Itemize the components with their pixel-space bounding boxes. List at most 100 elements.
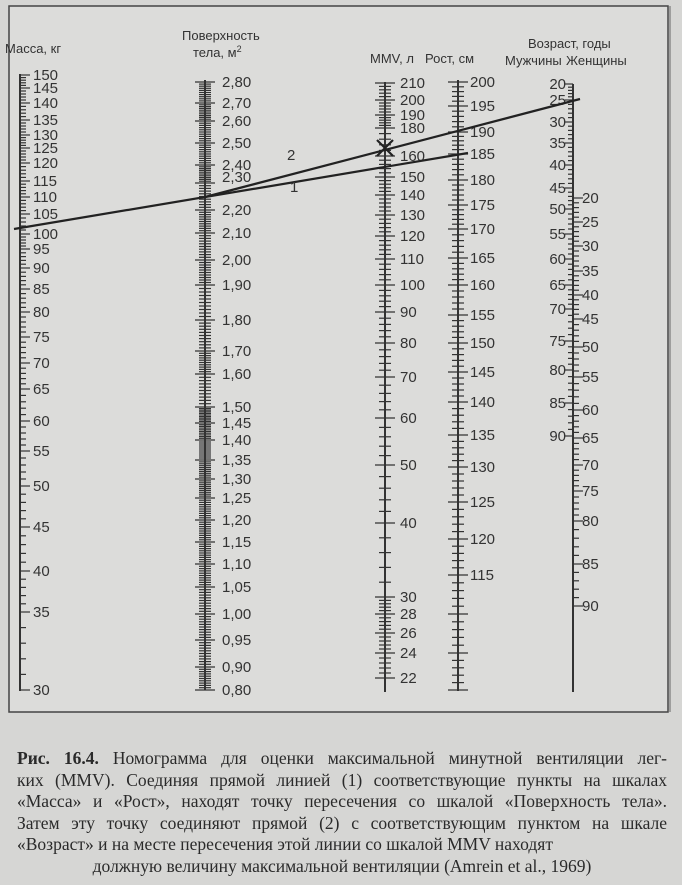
age-women-tick-label: 50 <box>582 339 599 356</box>
surface-tick-label: 2,60 <box>222 113 251 130</box>
mass-tick-label: 30 <box>33 682 50 699</box>
surface-tick-label: 2,10 <box>222 225 251 242</box>
caption-line-1: Рис. 16.4. Номограмма для оценки максима… <box>17 748 667 770</box>
surface-tick-label: 2,30 <box>222 169 251 186</box>
surface-tick-label: 2,20 <box>222 202 251 219</box>
age-men-tick-label: 20 <box>549 76 566 93</box>
surface-tick-label: 1,05 <box>222 579 251 596</box>
age-women-tick-label: 20 <box>582 190 599 207</box>
age-women-tick-label: 75 <box>582 483 599 500</box>
height-tick-label: 190 <box>470 124 495 141</box>
age-women-tick-label: 60 <box>582 402 599 419</box>
age-women-title: Женщины <box>566 53 627 68</box>
height-tick-label: 125 <box>470 494 495 511</box>
age-scale-title: Возраст, годы <box>528 36 611 51</box>
mass-tick-label: 80 <box>33 304 50 321</box>
figure-frame <box>8 5 669 713</box>
age-men-tick-label: 65 <box>549 277 566 294</box>
surface-tick-label: 2,70 <box>222 95 251 112</box>
mmv-tick-label: 26 <box>400 625 417 642</box>
surface-tick-label: 2,50 <box>222 135 251 152</box>
mass-tick-label: 125 <box>33 140 58 157</box>
example-line-1-label: 1 <box>290 179 298 196</box>
surface-tick-label: 1,80 <box>222 312 251 329</box>
age-men-tick-label: 30 <box>549 114 566 131</box>
mass-tick-label: 130 <box>33 127 58 144</box>
surface-tick-label: 1,35 <box>222 452 251 469</box>
surface-tick-label: 1,25 <box>222 490 251 507</box>
mass-tick-label: 45 <box>33 519 50 536</box>
mass-tick-label: 60 <box>33 413 50 430</box>
mass-tick-label: 40 <box>33 563 50 580</box>
surface-unit-superscript: 2 <box>237 44 242 54</box>
height-tick-label: 145 <box>470 364 495 381</box>
mmv-scale-title: MMV, л <box>370 51 414 66</box>
mass-tick-label: 65 <box>33 381 50 398</box>
height-tick-label: 160 <box>470 277 495 294</box>
mmv-tick-label: 90 <box>400 304 417 321</box>
height-scale-title: Рост, см <box>425 51 474 66</box>
mass-tick-label: 135 <box>33 112 58 129</box>
mass-tick-label: 70 <box>33 355 50 372</box>
height-tick-label: 115 <box>470 567 494 584</box>
mass-tick-label: 120 <box>33 155 58 172</box>
example-line-2-label: 2 <box>287 147 295 164</box>
age-men-tick-label: 80 <box>549 362 566 379</box>
mmv-tick-label: 60 <box>400 410 417 427</box>
height-tick-label: 150 <box>470 335 495 352</box>
mass-tick-label: 50 <box>33 478 50 495</box>
age-men-tick-label: 40 <box>549 157 566 174</box>
height-tick-label: 140 <box>470 394 495 411</box>
mass-tick-label: 100 <box>33 226 58 243</box>
height-tick-label: 120 <box>470 531 495 548</box>
mass-tick-label: 150 <box>33 67 58 84</box>
height-tick-label: 165 <box>470 250 495 267</box>
figure-caption: Рис. 16.4. Номограмма для оценки максима… <box>17 748 667 877</box>
surface-tick-label: 0,90 <box>222 659 251 676</box>
mmv-tick-label: 28 <box>400 606 417 623</box>
age-women-tick-label: 30 <box>582 238 599 255</box>
mmv-tick-label: 130 <box>400 207 425 224</box>
height-tick-label: 175 <box>470 197 495 214</box>
age-men-tick-label: 75 <box>549 333 566 350</box>
mmv-tick-label: 70 <box>400 369 417 386</box>
example-line-2 <box>204 97 581 199</box>
surface-tick-label: 1,60 <box>222 366 251 383</box>
mmv-tick-label: 200 <box>400 92 425 109</box>
mmv-tick-label: 40 <box>400 515 417 532</box>
mmv-tick-label: 190 <box>400 107 425 124</box>
age-men-tick-label: 60 <box>549 251 566 268</box>
height-tick-label: 195 <box>470 98 495 115</box>
mass-tick-label: 75 <box>33 329 50 346</box>
age-men-tick-label: 50 <box>549 201 566 218</box>
mmv-tick-label: 80 <box>400 335 417 352</box>
height-tick-label: 185 <box>470 146 495 163</box>
surface-tick-label: 2,00 <box>222 252 251 269</box>
surface-tick-label: 1,40 <box>222 432 251 449</box>
surface-scale-title-line2: тела, м2 <box>193 44 242 60</box>
age-women-tick-label: 80 <box>582 513 599 530</box>
mass-tick-label: 145 <box>33 80 58 97</box>
mass-tick-label: 85 <box>33 281 50 298</box>
age-men-tick-label: 90 <box>549 428 566 445</box>
age-women-tick-label: 35 <box>582 263 599 280</box>
age-men-tick-label: 35 <box>549 135 566 152</box>
caption-line-6: должную величину максимальной вентиляции… <box>92 855 592 876</box>
surface-tick-label: 2,40 <box>222 157 251 174</box>
surface-tick-label: 1,30 <box>222 471 251 488</box>
mass-scale-title: Масса, кг <box>5 41 61 56</box>
age-women-tick-label: 70 <box>582 457 599 474</box>
mmv-tick-label: 24 <box>400 645 417 662</box>
caption-line-5: «Возраст» и на месте пересечения этой ли… <box>17 834 553 854</box>
age-men-tick-label: 85 <box>549 395 566 412</box>
mmv-tick-label: 50 <box>400 457 417 474</box>
caption-line-4: Затем эту точку соединяют прямой (2) с с… <box>17 812 667 833</box>
age-men-tick-label: 45 <box>549 180 566 197</box>
age-women-tick-label: 90 <box>582 598 599 615</box>
mass-tick-label: 55 <box>33 443 50 460</box>
age-women-tick-label: 25 <box>582 214 599 231</box>
height-tick-label: 135 <box>470 427 495 444</box>
mass-tick-label: 105 <box>33 206 58 223</box>
mmv-tick-label: 120 <box>400 228 425 245</box>
age-women-tick-label: 40 <box>582 287 599 304</box>
